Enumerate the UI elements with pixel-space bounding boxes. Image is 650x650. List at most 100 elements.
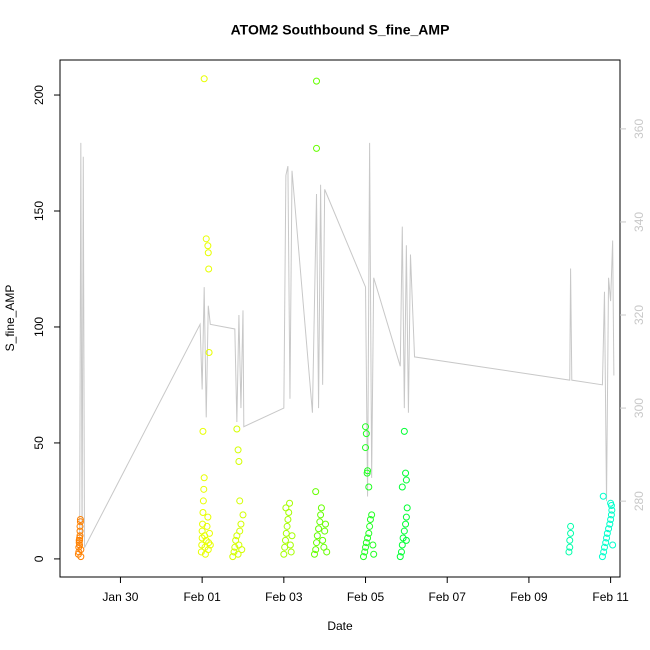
data-point bbox=[599, 492, 607, 500]
data-point bbox=[282, 504, 290, 512]
data-point bbox=[370, 550, 378, 558]
data-point bbox=[567, 529, 575, 537]
data-point bbox=[313, 77, 321, 85]
data-point bbox=[402, 469, 410, 477]
data-point bbox=[319, 536, 327, 544]
y2-tick-label: 300 bbox=[632, 398, 646, 418]
data-point bbox=[369, 541, 377, 549]
data-point bbox=[608, 506, 616, 514]
data-point bbox=[368, 511, 376, 519]
y-tick-label: 100 bbox=[32, 317, 46, 337]
data-point bbox=[75, 548, 83, 556]
data-point bbox=[566, 543, 574, 551]
data-point bbox=[233, 425, 241, 433]
plot-border bbox=[59, 59, 621, 578]
data-point bbox=[365, 483, 373, 491]
data-point bbox=[237, 520, 245, 528]
y-tick-label: 50 bbox=[32, 436, 46, 450]
data-point bbox=[317, 504, 325, 512]
y2-tick-label: 320 bbox=[632, 305, 646, 325]
data-point bbox=[204, 546, 212, 554]
data-point bbox=[286, 499, 294, 507]
data-point bbox=[315, 525, 323, 533]
data-point bbox=[359, 553, 367, 561]
data-point bbox=[310, 550, 318, 558]
data-point bbox=[200, 474, 208, 482]
data-point bbox=[312, 488, 320, 496]
data-point bbox=[609, 541, 617, 549]
data-point bbox=[206, 541, 214, 549]
data-point bbox=[281, 536, 289, 544]
data-point bbox=[363, 469, 371, 477]
data-point bbox=[234, 550, 242, 558]
data-point bbox=[362, 423, 370, 431]
x-tick-label: Feb 01 bbox=[183, 590, 221, 604]
data-point bbox=[403, 504, 411, 512]
data-point bbox=[204, 513, 212, 521]
data-point bbox=[402, 536, 410, 544]
data-point bbox=[400, 527, 408, 535]
data-point bbox=[232, 536, 240, 544]
data-point bbox=[397, 548, 405, 556]
data-point bbox=[402, 513, 410, 521]
data-point bbox=[600, 543, 608, 551]
data-point bbox=[598, 553, 606, 561]
data-point bbox=[76, 515, 84, 523]
data-point bbox=[235, 457, 243, 465]
data-point bbox=[282, 529, 290, 537]
y-tick-label: 150 bbox=[32, 201, 46, 221]
data-point bbox=[76, 518, 84, 526]
data-point bbox=[566, 536, 574, 544]
data-point bbox=[605, 525, 613, 533]
data-point bbox=[286, 541, 294, 549]
data-point bbox=[202, 235, 210, 243]
data-point bbox=[321, 527, 329, 535]
data-point bbox=[567, 522, 575, 530]
data-point bbox=[600, 548, 608, 556]
data-point bbox=[205, 265, 213, 273]
data-point bbox=[321, 520, 329, 528]
data-point bbox=[323, 548, 331, 556]
data-point bbox=[607, 511, 615, 519]
data-point bbox=[230, 548, 238, 556]
data-point bbox=[76, 522, 84, 530]
data-point bbox=[602, 539, 610, 547]
data-point bbox=[362, 444, 370, 452]
data-point bbox=[398, 541, 406, 549]
chart-title: ATOM2 Southbound S_fine_AMP bbox=[231, 22, 450, 38]
data-point bbox=[287, 548, 295, 556]
data-point bbox=[200, 485, 208, 493]
data-point bbox=[312, 546, 320, 554]
data-point bbox=[361, 548, 369, 556]
data-point bbox=[606, 520, 614, 528]
x-tick-label: Feb 11 bbox=[592, 590, 629, 604]
data-point bbox=[204, 249, 212, 257]
y-tick-label: 200 bbox=[32, 85, 46, 105]
y-axis-label: S_fine_AMP bbox=[3, 285, 17, 352]
x-tick-label: Feb 03 bbox=[265, 590, 303, 604]
y2-tick-label: 340 bbox=[632, 212, 646, 232]
data-point bbox=[313, 144, 321, 152]
data-point bbox=[205, 529, 213, 537]
data-point bbox=[283, 522, 291, 530]
data-point bbox=[365, 529, 373, 537]
y2-tick-label: 280 bbox=[632, 491, 646, 511]
y-tick-label: 0 bbox=[32, 555, 46, 562]
data-point bbox=[236, 527, 244, 535]
data-point bbox=[238, 546, 246, 554]
data-point bbox=[231, 543, 239, 551]
data-point bbox=[402, 520, 410, 528]
data-point bbox=[236, 497, 244, 505]
data-point bbox=[607, 515, 615, 523]
data-point bbox=[203, 522, 211, 530]
data-point bbox=[204, 242, 212, 250]
data-point bbox=[364, 534, 372, 542]
x-tick-label: Jan 30 bbox=[102, 590, 138, 604]
data-point bbox=[280, 550, 288, 558]
data-point bbox=[362, 539, 370, 547]
data-point bbox=[362, 430, 370, 438]
data-point bbox=[197, 548, 205, 556]
x-axis-label: Date bbox=[327, 619, 353, 633]
